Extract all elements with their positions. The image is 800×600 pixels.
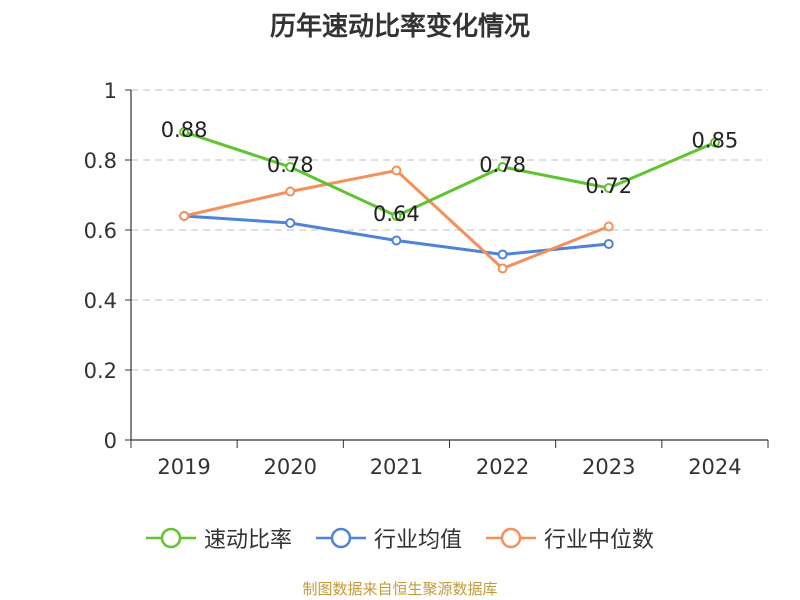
series-line [183,130,716,218]
data-point[interactable] [391,235,402,246]
legend-marker-icon [145,526,196,550]
data-label: 0.78 [267,153,314,177]
x-tick-label: 2020 [264,455,317,479]
source-note: 制图数据来自恒生聚源数据库 [302,580,498,598]
data-point[interactable] [391,211,402,221]
data-point[interactable] [603,239,614,249]
y-tick-label: 0 [104,429,117,453]
y-tick-label: 1 [104,79,117,103]
chart-title: 历年速动比率变化情况 [269,12,530,42]
x-tick-label: 2021 [370,455,423,479]
legend-item[interactable]: 行业均值 [315,522,462,554]
x-tick-label: 2019 [157,455,210,479]
data-point[interactable] [285,162,296,172]
grid-lines [131,89,768,371]
data-point[interactable] [179,211,190,221]
data-label: 0.72 [585,174,632,198]
legend-marker-icon [486,526,536,550]
legend-marker-icon [315,526,366,550]
data-point[interactable] [603,221,614,232]
x-tick-label: 2023 [582,455,635,479]
data-point[interactable] [391,165,402,176]
data-point[interactable] [497,263,508,274]
legend-item[interactable]: 行业中位数 [486,522,654,554]
data-point[interactable] [179,127,190,137]
data-point[interactable] [285,218,296,228]
data-label: 0.78 [479,153,526,177]
legend-item[interactable]: 速动比率 [145,522,292,554]
data-label: 0.64 [373,202,420,226]
y-tick-label: 0.8 [84,149,117,173]
data-point[interactable] [603,183,614,193]
data-labels: 0.88 0.78 0.64 0.78 0.72 0.85 [161,118,739,226]
y-tick-label: 0.6 [84,219,117,243]
series-layer [179,127,720,274]
axes: 0 0.2 0.4 0.6 0.8 1 2019 2020 2021 2022 2023 2024 [84,79,769,479]
data-point[interactable] [497,249,508,260]
data-point[interactable] [709,137,720,148]
x-tick-label: 2022 [476,455,529,479]
legend-label: 行业均值 [373,528,462,553]
data-label: 0.88 [161,118,208,142]
data-point[interactable] [497,162,508,172]
data-point[interactable] [285,186,296,197]
y-tick-label: 0.4 [84,289,117,313]
x-tick-label: 2024 [688,455,741,479]
legend-label: 速动比率 [203,528,292,553]
legend-label: 行业中位数 [544,528,655,553]
legend: 速动比率 行业均值 行业中位数 [0,518,800,558]
data-label: 0.85 [692,129,739,153]
y-tick-label: 0.2 [84,359,117,383]
